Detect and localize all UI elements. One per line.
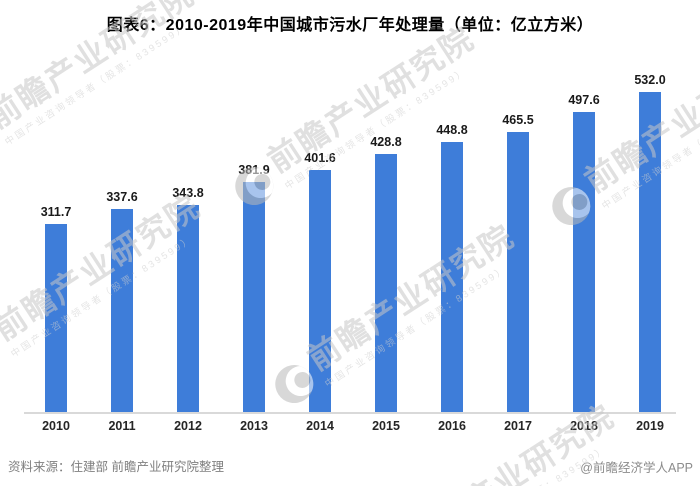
bar-value-label: 532.0 xyxy=(634,73,666,87)
bar-value-label: 311.7 xyxy=(40,205,72,219)
bar-2012 xyxy=(177,205,199,412)
watermark-brand: 前瞻产业研究院 xyxy=(301,217,521,378)
bar-value-label: 428.8 xyxy=(370,135,402,149)
bar-2015 xyxy=(375,154,397,412)
bar-2017 xyxy=(507,132,529,412)
bar-value-label: 343.8 xyxy=(172,186,204,200)
bar-2010 xyxy=(45,224,67,412)
bar-2014 xyxy=(309,170,331,412)
bar-value-label: 497.6 xyxy=(568,93,600,107)
x-tick-label: 2015 xyxy=(372,419,400,433)
bar-value-label: 448.8 xyxy=(436,123,468,137)
x-tick-label: 2012 xyxy=(174,419,202,433)
x-tick-label: 2018 xyxy=(570,419,598,433)
bar-2011 xyxy=(111,209,133,412)
x-tick-label: 2011 xyxy=(108,419,136,433)
bar-value-label: 465.5 xyxy=(502,113,534,127)
bar-2018 xyxy=(573,112,595,412)
source-note: 资料来源：住建部 前瞻产业研究院整理 xyxy=(8,460,224,474)
x-tick-label: 2019 xyxy=(636,419,664,433)
credit-note: @前瞻经济学人APP xyxy=(580,461,693,475)
bar-value-label: 337.6 xyxy=(106,190,138,204)
bar-value-label: 381.9 xyxy=(238,163,270,177)
x-tick-label: 2010 xyxy=(42,419,70,433)
x-tick-label: 2014 xyxy=(306,419,334,433)
x-tick-label: 2013 xyxy=(240,419,268,433)
watermark-text: 前瞻产业研究院中国产业咨询领导者（股票：839599） xyxy=(301,217,528,390)
bar-2016 xyxy=(441,142,463,412)
bar-2013 xyxy=(243,182,265,412)
bar-2019 xyxy=(639,92,661,412)
x-tick-label: 2016 xyxy=(438,419,466,433)
x-axis-line xyxy=(24,412,676,414)
bar-value-label: 401.6 xyxy=(304,151,336,165)
x-tick-label: 2017 xyxy=(504,419,532,433)
chart-title: 图表6：2010-2019年中国城市污水厂年处理量（单位：亿立方米） xyxy=(106,17,594,34)
watermark-tagline: 中国产业咨询领导者（股票：839599） xyxy=(323,263,510,390)
qianzhan-logo-icon xyxy=(0,327,7,380)
